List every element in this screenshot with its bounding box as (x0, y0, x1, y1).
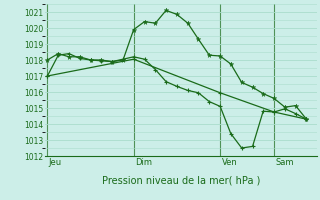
X-axis label: Pression niveau de la mer( hPa ): Pression niveau de la mer( hPa ) (102, 175, 260, 185)
Text: Dim: Dim (135, 158, 152, 167)
Text: Ven: Ven (221, 158, 237, 167)
Text: Sam: Sam (275, 158, 294, 167)
Text: Jeu: Jeu (49, 158, 62, 167)
